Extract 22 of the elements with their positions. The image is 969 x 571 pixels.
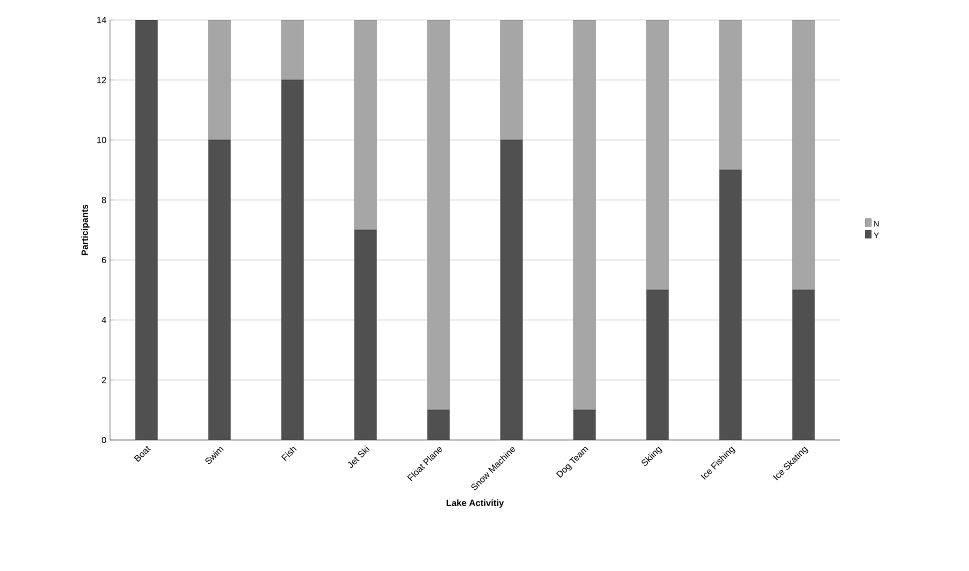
bar	[208, 140, 231, 440]
y-tick-label: 4	[102, 316, 106, 324]
y-tick-label: 12	[97, 76, 106, 84]
bar	[427, 410, 450, 440]
bar	[500, 140, 523, 440]
y-tick-label: 6	[102, 256, 106, 264]
bar	[573, 410, 596, 440]
y-tick-label: 0	[102, 436, 106, 444]
x-tick-label: Jet Ski	[348, 445, 370, 468]
x-axis-title: Lake Activitiy	[446, 499, 504, 508]
x-tick-label: Fish	[281, 447, 297, 462]
bar	[646, 290, 669, 440]
bar	[354, 230, 377, 440]
y-tick-label: 2	[102, 376, 106, 384]
y-axis-title: Participants	[81, 204, 90, 256]
bar	[281, 80, 304, 440]
y-tick-label: 10	[97, 136, 106, 144]
bar	[792, 290, 815, 440]
bar	[719, 170, 742, 440]
y-tick-label: 8	[102, 196, 106, 204]
bar	[135, 20, 158, 440]
y-tick-label: 14	[97, 16, 106, 24]
